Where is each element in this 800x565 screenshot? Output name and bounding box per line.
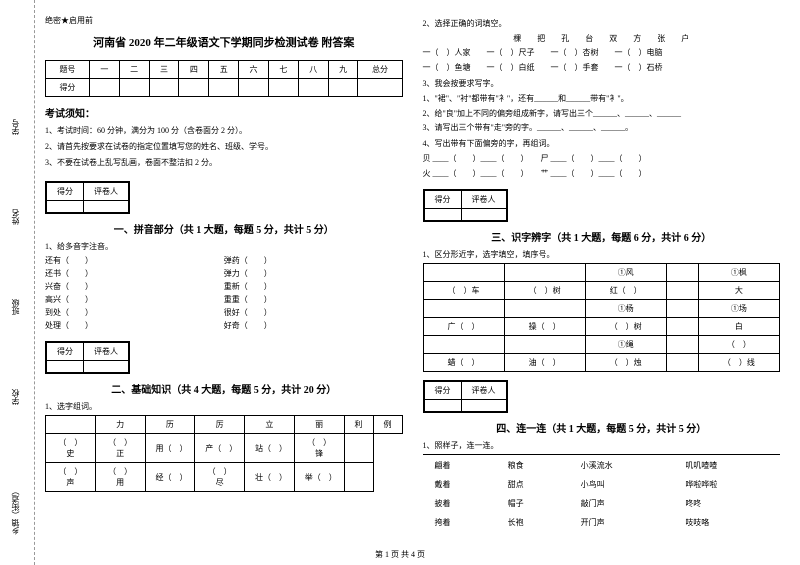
- pinyin-item: 还书（ ）: [45, 268, 224, 279]
- table-row: 题号 一 二 三 四 五 六 七 八 九 总分: [46, 61, 403, 79]
- match-item: 帽子: [498, 495, 569, 512]
- notice-item: 2、请首先按要求在试卷的指定位置填写您的姓名、班级、学号。: [45, 141, 403, 153]
- score-table: 题号 一 二 三 四 五 六 七 八 九 总分 得分: [45, 60, 403, 97]
- section-2-title: 二、基础知识（共 4 大题，每题 5 分，共计 20 分）: [45, 381, 403, 396]
- pinyin-item: 处理（ ）: [45, 320, 224, 331]
- pinyin-item: 弹药（ ）: [224, 255, 403, 266]
- table-row: 得分: [46, 79, 403, 97]
- score-box: 得分评卷人: [423, 189, 508, 222]
- match-item: 粮食: [498, 457, 569, 474]
- fill-blank: 一（ ）人家 一（ ）尺子 一（ ）杏树 一（ ）电脑: [423, 46, 781, 60]
- fill-blank: 1、"裙"、"衬"都带有"衤"，还有______和______带有"衤"。: [423, 92, 781, 106]
- radical-row: 贝 ____（ ）____（ ） 尸 ____（ ）____（ ）: [423, 152, 781, 166]
- match-item: 甜点: [498, 476, 569, 493]
- margin-label: 班级: [10, 299, 21, 315]
- match-item: 咚咚: [675, 495, 778, 512]
- page-content: 绝密★启用前 河南省 2020 年二年级语文下学期同步检测试卷 附答案 题号 一…: [0, 0, 800, 538]
- match-item: 小溪流水: [571, 457, 674, 474]
- pinyin-item: 很好（ ）: [224, 307, 403, 318]
- question-label: 2、选择正确的词填空。: [423, 18, 781, 29]
- fill-blank: 2、给"良"加上不同的偏旁组成新字，请写出三个______、______、___…: [423, 107, 781, 121]
- question-label: 1、区分形近字，选字填空，填序号。: [423, 249, 781, 260]
- char-grid-table: ①风①枫（ ）车（ ）树红（ ）大①杨①场广（ ）操（ ）（ ）树白①绳（ ）蜡…: [423, 263, 781, 372]
- match-item: 哗啦哗啦: [675, 476, 778, 493]
- match-item: 开门声: [571, 514, 674, 531]
- fill-blank: 3、请写出三个带有"走"旁的字。______、______、______。: [423, 121, 781, 135]
- match-item: 披着: [425, 495, 496, 512]
- section-1-title: 一、拼音部分（共 1 大题，每题 5 分，共计 5 分）: [45, 221, 403, 236]
- match-item: 叽叽喳喳: [675, 457, 778, 474]
- radical-row: 火 ____（ ）____（ ） 艹 ____（ ）____（ ）: [423, 167, 781, 181]
- pinyin-item: 兴奋（ ）: [45, 281, 224, 292]
- question-label: 1、选字组词。: [45, 401, 403, 412]
- notice-item: 1、考试时间：60 分钟，满分为 100 分（含卷面分 2 分）。: [45, 125, 403, 137]
- match-item: 戴着: [425, 476, 496, 493]
- pinyin-item: 好奇（ ）: [224, 320, 403, 331]
- pinyin-item: 重重（ ）: [224, 294, 403, 305]
- char-bank: 棵 把 孔 台 双 方 张 户: [423, 32, 781, 46]
- section-3-title: 三、识字辨字（共 1 大题，每题 6 分，共计 6 分）: [423, 229, 781, 244]
- pinyin-item: 重新（ ）: [224, 281, 403, 292]
- margin-label: 学号: [10, 119, 21, 135]
- margin-label: 学校: [10, 389, 21, 405]
- char-select-table: 力历厉立丽利例 （ ）史（ ）正用（ ）产（ ）站（ ）（ ）锋 （ ）声（ ）…: [45, 415, 403, 492]
- match-item: 长袍: [498, 514, 569, 531]
- question-label: 1、照样子，连一连。: [423, 440, 781, 451]
- match-item: 翩着: [425, 457, 496, 474]
- pinyin-item: 弹力（ ）: [224, 268, 403, 279]
- pinyin-item: 还有（ ）: [45, 255, 224, 266]
- match-item: 挎着: [425, 514, 496, 531]
- binding-margin: 乡镇（街道） 学校 班级 姓名 学号: [0, 0, 35, 565]
- question-label: 4、写出带有下面偏旁的字，再组词。: [423, 138, 781, 149]
- question-label: 3、我会按要求写字。: [423, 78, 781, 89]
- question-label: 1、给多音字注音。: [45, 241, 403, 252]
- score-box: 得分评卷人: [45, 341, 130, 374]
- left-column: 绝密★启用前 河南省 2020 年二年级语文下学期同步检测试卷 附答案 题号 一…: [35, 15, 413, 533]
- pinyin-item: 到处（ ）: [45, 307, 224, 318]
- match-item: 敲门声: [571, 495, 674, 512]
- match-table: 翩着粮食小溪流水叽叽喳喳戴着甜点小鸟叫哗啦哗啦披着帽子敲门声咚咚挎着长袍开门声吱…: [423, 454, 781, 533]
- exam-title: 河南省 2020 年二年级语文下学期同步检测试卷 附答案: [45, 34, 403, 50]
- score-box: 得分评卷人: [45, 181, 130, 214]
- page-footer: 第 1 页 共 4 页: [0, 549, 800, 560]
- margin-label: 乡镇（街道）: [10, 487, 21, 535]
- match-item: 小鸟叫: [571, 476, 674, 493]
- margin-label: 姓名: [10, 209, 21, 225]
- notice-item: 3、不要在试卷上乱写乱画，卷面不整洁扣 2 分。: [45, 157, 403, 169]
- right-column: 2、选择正确的词填空。 棵 把 孔 台 双 方 张 户 一（ ）人家 一（ ）尺…: [413, 15, 791, 533]
- notice-title: 考试须知：: [45, 105, 403, 120]
- pinyin-item: 高兴（ ）: [45, 294, 224, 305]
- section-4-title: 四、连一连（共 1 大题，每题 5 分，共计 5 分）: [423, 420, 781, 435]
- score-box: 得分评卷人: [423, 380, 508, 413]
- match-item: 吱吱咯: [675, 514, 778, 531]
- fill-blank: 一（ ）鱼塘 一（ ）白纸 一（ ）手套 一（ ）石桥: [423, 61, 781, 75]
- secret-label: 绝密★启用前: [45, 15, 403, 26]
